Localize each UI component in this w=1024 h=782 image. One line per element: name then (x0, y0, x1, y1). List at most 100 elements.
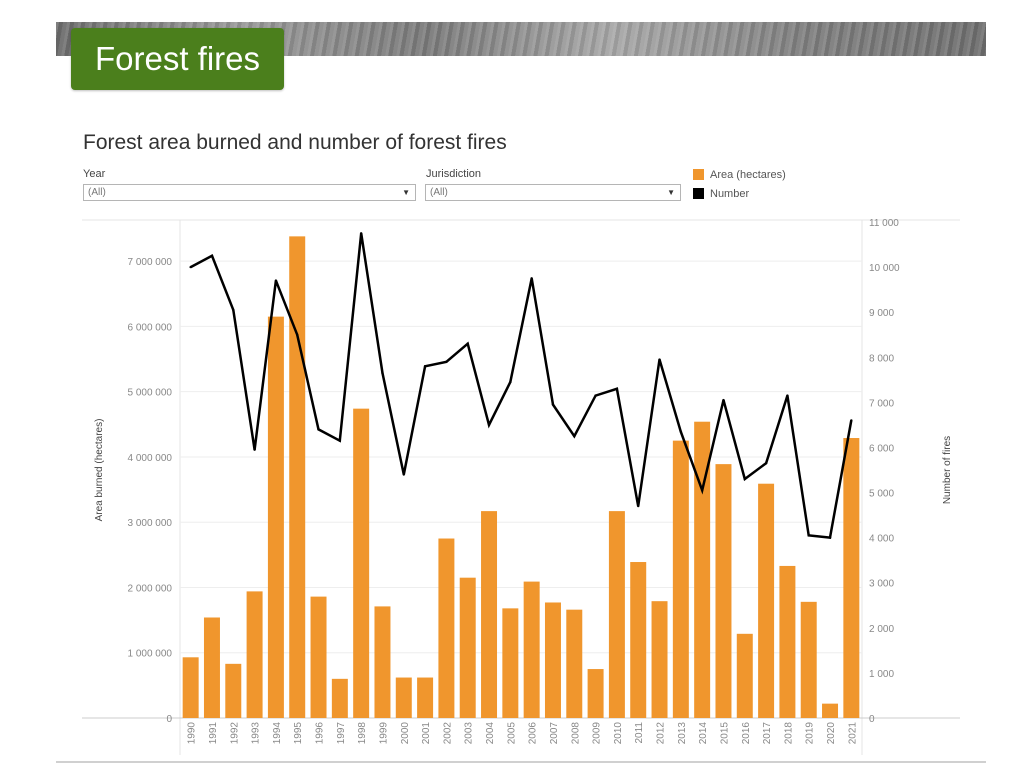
y-tick-label: 2 000 000 (128, 583, 173, 594)
x-tick-label: 2010 (613, 722, 624, 745)
x-tick-label: 2005 (506, 722, 517, 745)
x-tick-label: 1999 (378, 722, 389, 745)
bar-1999 (374, 606, 391, 718)
bar-1998 (353, 408, 370, 718)
y-tick-label: 7 000 000 (128, 257, 173, 268)
bar-2000 (395, 677, 412, 718)
bar-1995 (289, 236, 306, 718)
bar-1996 (310, 596, 327, 718)
x-tick-label: 1995 (293, 722, 304, 745)
point-2021 (850, 419, 853, 422)
x-tick-label: 2011 (634, 722, 645, 744)
y-tick-label: 3 000 000 (128, 518, 173, 529)
bar-1992 (225, 663, 242, 718)
point-1999 (381, 371, 384, 375)
chart-title: Forest area burned and number of forest … (83, 131, 507, 154)
bar-1990 (182, 657, 199, 718)
jurisdiction-filter-label: Jurisdiction (426, 168, 482, 180)
y2-tick-label: 6 000 (869, 443, 894, 454)
x-tick-label: 2017 (762, 722, 773, 745)
bar-2001 (417, 677, 434, 718)
jurisdiction-filter-value: (All) (430, 187, 448, 198)
y2-tick-label: 2 000 (869, 624, 894, 635)
year-filter-select[interactable]: (All) ▼ (83, 184, 416, 201)
x-tick-label: 2012 (656, 722, 667, 745)
jurisdiction-filter-select[interactable]: (All) ▼ (425, 184, 681, 201)
bar-1991 (203, 617, 220, 718)
legend-label-area: Area (hectares) (710, 169, 786, 181)
point-2020 (828, 536, 832, 539)
point-2004 (487, 423, 491, 427)
bottom-divider (56, 761, 986, 763)
bar-2015 (715, 464, 732, 718)
x-tick-label: 2003 (464, 722, 475, 745)
chevron-down-icon: ▼ (667, 188, 675, 197)
point-2016 (743, 477, 746, 481)
y2-tick-label: 3 000 (869, 579, 894, 590)
x-tick-label: 2015 (719, 722, 730, 745)
x-tick-label: 2000 (400, 722, 411, 745)
bar-1993 (246, 591, 263, 718)
point-2018 (786, 394, 789, 397)
chevron-down-icon: ▼ (402, 188, 410, 197)
legend-item-area[interactable]: Area (hectares) (693, 168, 786, 182)
bar-1997 (331, 678, 348, 718)
x-tick-label: 1991 (208, 722, 219, 745)
point-1993 (253, 448, 256, 451)
point-2005 (509, 380, 512, 384)
bar-2016 (736, 633, 753, 718)
y2-tick-label: 5 000 (869, 489, 894, 500)
y-tick-label: 4 000 000 (128, 453, 173, 464)
year-filter-value: (All) (88, 187, 106, 198)
y-tick-label: 5 000 000 (128, 388, 173, 399)
bar-2006 (523, 581, 540, 718)
bar-2002 (438, 538, 455, 718)
x-tick-label: 1994 (272, 722, 283, 745)
bar-2019 (800, 601, 817, 718)
bar-1994 (267, 316, 284, 718)
x-tick-label: 1997 (336, 722, 347, 745)
bar-2020 (822, 703, 839, 718)
x-tick-label: 2019 (805, 722, 816, 745)
y-axis-title: Area burned (hectares) (94, 419, 105, 522)
page-title-tab: Forest fires (71, 28, 284, 90)
x-tick-label: 1992 (229, 722, 240, 745)
x-tick-label: 2016 (741, 722, 752, 745)
point-1995 (296, 333, 299, 336)
point-2003 (466, 342, 469, 345)
y2-tick-label: 11 000 (869, 218, 899, 229)
y2-tick-label: 10 000 (869, 263, 900, 274)
legend-item-number[interactable]: Number (693, 187, 749, 201)
bar-2003 (459, 577, 476, 718)
bar-2007 (544, 602, 561, 718)
point-1994 (274, 279, 278, 282)
point-2006 (530, 277, 533, 280)
bar-2021 (843, 438, 860, 718)
x-tick-label: 2001 (421, 722, 432, 745)
bar-2013 (672, 440, 689, 718)
bar-2005 (502, 608, 519, 718)
y2-tick-label: 8 000 (869, 353, 894, 364)
point-2007 (551, 403, 555, 406)
bar-2010 (608, 511, 625, 718)
y-tick-label: 6 000 000 (128, 322, 173, 333)
bar-2018 (779, 565, 796, 718)
x-tick-label: 2018 (783, 722, 794, 745)
point-2011 (637, 504, 640, 508)
x-tick-label: 1993 (251, 722, 262, 745)
point-2010 (615, 387, 619, 391)
y2-tick-label: 9 000 (869, 308, 894, 319)
point-2001 (423, 365, 427, 368)
bar-2011 (630, 562, 647, 718)
x-tick-label: 2020 (826, 722, 837, 745)
legend-swatch-number (693, 188, 704, 199)
x-tick-label: 2008 (570, 722, 581, 745)
y2-tick-label: 0 (869, 714, 875, 725)
bar-2009 (587, 669, 604, 718)
legend-swatch-area (693, 169, 704, 180)
x-tick-label: 2014 (698, 722, 709, 745)
x-tick-label: 2021 (847, 722, 858, 745)
point-2017 (764, 462, 768, 465)
x-tick-label: 2002 (442, 722, 453, 745)
